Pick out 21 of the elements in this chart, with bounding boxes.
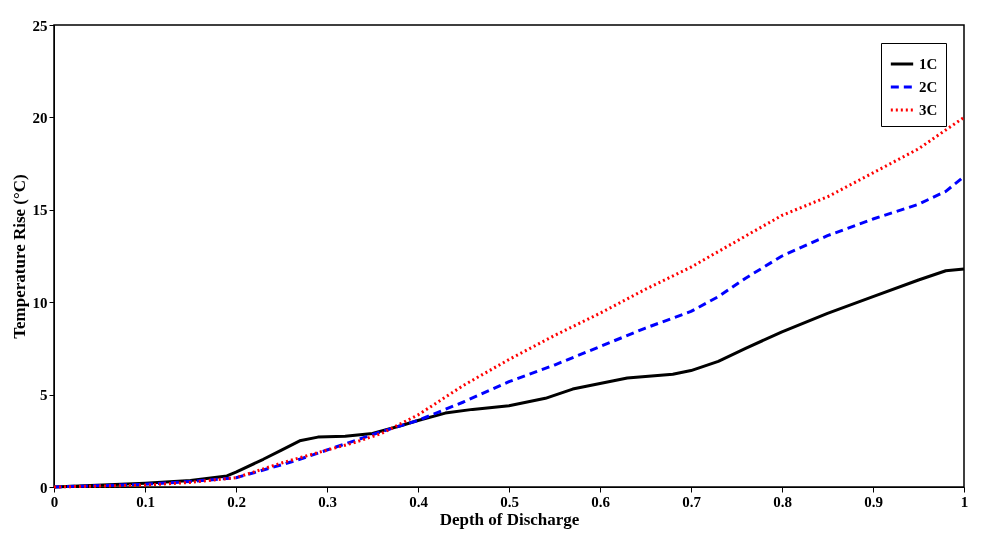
y-axis-title: Temperature Rise (°C) <box>9 174 29 339</box>
legend-label: 2C <box>919 79 938 95</box>
y-tick-label: 25 <box>32 17 48 34</box>
x-tick-label: 0.7 <box>682 493 702 510</box>
x-tick-label: 0.6 <box>591 493 611 510</box>
x-tick-label: 0.9 <box>864 493 883 510</box>
y-tick-label: 15 <box>32 202 48 219</box>
y-tick-label: 5 <box>40 387 48 404</box>
legend-label: 3C <box>919 102 938 118</box>
y-tick-label: 0 <box>40 479 48 496</box>
legend-label: 1C <box>919 56 938 72</box>
x-tick-label: 0.3 <box>318 493 337 510</box>
y-tick-label: 10 <box>32 294 48 311</box>
x-tick-label: 0.4 <box>409 493 429 510</box>
x-tick-label: 0.1 <box>136 493 155 510</box>
x-tick-label: 0.5 <box>500 493 519 510</box>
x-tick-label: 1 <box>960 493 969 510</box>
x-tick-label: 0.8 <box>773 493 792 510</box>
x-axis-title: Depth of Discharge <box>439 509 580 529</box>
y-tick-label: 20 <box>32 109 48 126</box>
x-tick-label: 0.2 <box>227 493 246 510</box>
